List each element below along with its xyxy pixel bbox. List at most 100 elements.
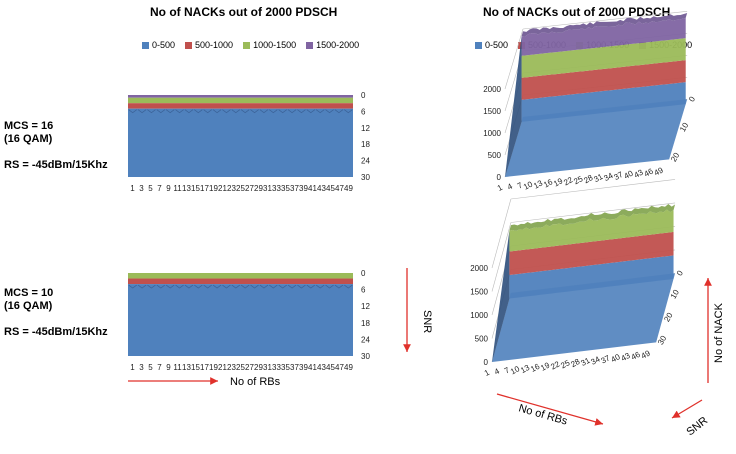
heatmap-texture <box>222 284 231 289</box>
heatmap-texture <box>203 284 212 289</box>
heatmap-texture <box>297 284 306 289</box>
modulation-label: (16 QAM) <box>4 300 53 312</box>
y-tick-label: 0 <box>484 358 489 367</box>
surface-top <box>521 13 688 37</box>
legend-label: 1500-2000 <box>316 40 360 50</box>
heatmap-texture <box>240 109 250 114</box>
y-tick-label: 12 <box>361 302 370 311</box>
gridline <box>510 179 676 200</box>
heatmap-band <box>128 103 353 109</box>
heatmap-texture <box>165 284 175 289</box>
y-tick-label: 0 <box>361 91 366 100</box>
x-tick-label: 9 <box>166 363 171 372</box>
x-tick-label: 19 <box>209 184 218 193</box>
x-tick-label: 7 <box>516 180 525 190</box>
x-tick-label: 35 <box>281 363 290 372</box>
surface-edge <box>505 36 522 177</box>
heatmap-texture <box>175 109 184 114</box>
heatmap-texture <box>194 109 203 114</box>
heatmap-band <box>128 284 353 356</box>
snr-3d-annotation: SNR <box>684 415 710 439</box>
surface-band <box>509 209 674 252</box>
config-bottom: MCS = 10 (16 QAM) RS = -45dBm/15Khz <box>4 287 108 339</box>
nack-3d-annotation: No of NACK <box>713 302 725 363</box>
right-chart-title: No of NACKs out of 2000 PDSCH <box>483 5 671 19</box>
x-tick-label: 1 <box>496 183 505 193</box>
heatmap-texture <box>278 109 287 114</box>
heatmap-texture <box>240 284 250 289</box>
surface-band <box>509 231 674 276</box>
heatmap-texture <box>334 284 344 289</box>
heatmap-band <box>128 278 353 285</box>
y-tick-label: 2000 <box>483 85 501 94</box>
heatmap-texture <box>147 109 156 114</box>
legend-swatch <box>475 41 482 49</box>
x-tick-label: 27 <box>245 363 254 372</box>
legend-item: 1500-2000 <box>306 40 359 50</box>
x-tick-label: 13 <box>182 184 191 193</box>
config-top: MCS = 16 (16 QAM) RS = -45dBm/15Khz <box>4 120 108 172</box>
heatmap-texture <box>165 109 175 114</box>
y-tick-label: 18 <box>361 319 370 328</box>
heatmap-texture <box>269 109 278 114</box>
x-tick-label: 15 <box>191 363 200 372</box>
heatmap-texture <box>344 284 353 289</box>
x-tick-label: 39 <box>299 184 308 193</box>
heatmap-texture <box>203 109 212 114</box>
heatmap-band <box>128 108 353 177</box>
x-tick-label: 31 <box>263 363 272 372</box>
legend-item: 1000-1500 <box>243 40 296 50</box>
x-tick-label: 17 <box>200 363 209 372</box>
heatmap-texture <box>250 109 259 114</box>
heatmap-texture <box>222 109 231 114</box>
y-tick-label: 500 <box>475 335 489 344</box>
y-tick-label: 18 <box>361 140 370 149</box>
x-tick-label: 33 <box>272 363 281 372</box>
heatmap-texture <box>231 109 241 114</box>
x-tick-label: 35 <box>281 184 290 193</box>
heatmap-texture <box>137 284 147 289</box>
heatmap-texture <box>259 109 269 114</box>
heatmap-texture <box>278 284 287 289</box>
x-tick-label: 1 <box>130 363 135 372</box>
y-tick-label: 0 <box>361 269 366 278</box>
heatmap-texture <box>128 284 137 289</box>
x-tick-label: 49 <box>653 165 666 177</box>
heatmap-texture <box>156 284 166 289</box>
x-tick-label: 3 <box>139 184 144 193</box>
y-tick-label: 1000 <box>483 129 501 138</box>
x-tick-label: 41 <box>308 184 317 193</box>
legend-swatch <box>306 41 314 49</box>
x-tick-label: 13 <box>182 363 191 372</box>
x-tick-label: 43 <box>317 363 326 372</box>
gridline <box>510 202 676 223</box>
heatmap-texture <box>184 109 194 114</box>
y-tick-label: 1500 <box>470 288 488 297</box>
x-tick-label: 47 <box>335 184 344 193</box>
y-tick-label: 30 <box>361 173 370 182</box>
x-tick-label: 45 <box>326 184 335 193</box>
x-tick-label: 23 <box>227 363 236 372</box>
heatmap-texture <box>156 109 166 114</box>
x-tick-label: 45 <box>326 363 335 372</box>
y-tick-label: 30 <box>361 352 370 361</box>
x-tick-label: 4 <box>506 181 515 191</box>
rs-label: RS = -45dBm/15Khz <box>4 159 108 171</box>
x-tick-label: 49 <box>344 184 353 193</box>
x-tick-label: 43 <box>317 184 326 193</box>
x-tick-label: 37 <box>290 184 299 193</box>
x-tick-label: 25 <box>236 363 245 372</box>
legend-label: 1000-1500 <box>253 40 297 50</box>
surface-band <box>521 17 686 56</box>
x-tick-label: 41 <box>308 363 317 372</box>
surface-edge <box>492 230 510 362</box>
x-tick-label: 29 <box>254 184 263 193</box>
x-tick-label: 1 <box>130 184 135 193</box>
x-tick-label: 15 <box>191 184 200 193</box>
x-tick-label: 27 <box>245 184 254 193</box>
x-tick-label: 11 <box>173 363 182 372</box>
heatmap-texture <box>212 284 222 289</box>
heatmap-texture <box>137 109 147 114</box>
